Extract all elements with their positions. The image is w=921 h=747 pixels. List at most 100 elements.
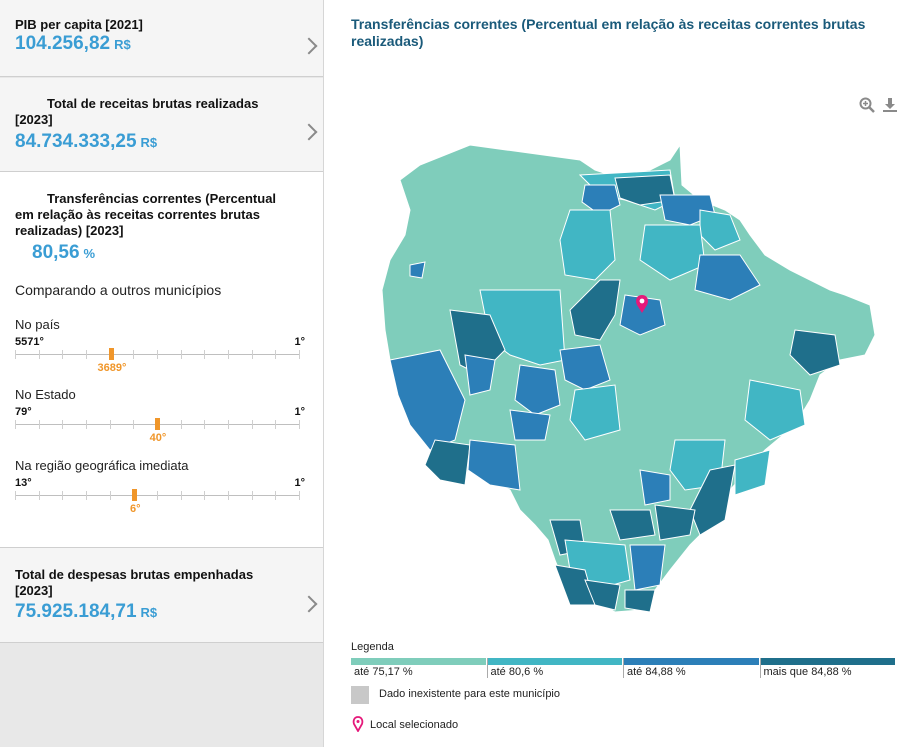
municipality-region[interactable]	[624, 589, 656, 613]
indicator-card-receitas[interactable]: Total de receitas brutas realizadas [202…	[0, 78, 323, 172]
ranking-tick	[86, 350, 87, 359]
ranking-position: 6°	[130, 503, 141, 515]
indicator-label: PIB per capita [2021]	[15, 17, 143, 32]
ranking-tick	[204, 350, 206, 359]
ranking-tick	[38, 350, 40, 359]
municipality-region[interactable]	[464, 354, 496, 396]
comparison-title: Comparando a outros municípios	[15, 282, 222, 298]
indicator-card-pib[interactable]: PIB per capita [2021] 104.256,82 R$	[0, 0, 323, 77]
indicator-value: 84.734.333,25 R$	[15, 131, 157, 153]
indicator-unit: R$	[114, 37, 131, 52]
indicator-label-line: [2023]	[15, 112, 53, 127]
ranking-first: 1°	[294, 477, 305, 489]
ranking-tick	[38, 420, 40, 429]
ranking-state: No Estado 79° 1° 40°	[15, 387, 305, 447]
ranking-first: 1°	[294, 336, 305, 348]
ranking-tick	[133, 420, 135, 429]
no-data-swatch	[351, 686, 369, 704]
municipality-region[interactable]	[569, 384, 621, 441]
indicator-label-line: em relação às receitas correntes brutas	[15, 207, 260, 222]
indicator-card-transferencias: Transferências correntes (Percentual em …	[0, 172, 323, 548]
ranking-region: Na região geográfica imediata 13° 1° 6°	[15, 458, 305, 518]
ranking-tick	[299, 420, 300, 429]
chevron-right-icon[interactable]	[300, 595, 318, 613]
ranking-country: No país 5571° 1° 3689°	[15, 317, 305, 377]
municipality-region[interactable]	[409, 261, 426, 279]
ranking-position: 3689°	[97, 362, 127, 374]
ranking-marker	[108, 348, 114, 360]
ranking-tick	[157, 350, 158, 359]
zoom-in-icon[interactable]	[859, 97, 875, 117]
ranking-tick	[180, 491, 182, 500]
municipality-region[interactable]	[584, 579, 621, 611]
indicator-card-despesas[interactable]: Total de despesas brutas empenhadas [202…	[0, 548, 323, 643]
ranking-total: 79°	[15, 406, 32, 418]
legend-label: até 75,17 %	[354, 666, 413, 678]
ranking-position: 40°	[149, 432, 167, 444]
ranking-tick	[62, 350, 64, 359]
ranking-tick	[62, 491, 64, 500]
municipality-region[interactable]	[509, 409, 551, 441]
indicator-unit: %	[83, 246, 96, 261]
chevron-right-icon[interactable]	[300, 123, 318, 141]
indicator-label-line: Total de receitas brutas realizadas	[47, 96, 259, 111]
ranking-marker	[132, 489, 138, 501]
ranking-tick	[251, 420, 253, 429]
legend-swatch	[351, 658, 486, 665]
municipality-region[interactable]	[569, 279, 621, 341]
municipality-region[interactable]	[424, 439, 471, 486]
municipality-region[interactable]	[559, 344, 611, 391]
municipality-region[interactable]	[514, 364, 561, 416]
legend-separator	[759, 658, 761, 678]
ranking-tick	[251, 491, 253, 500]
ranking-tick	[180, 350, 182, 359]
ranking-tick	[180, 420, 182, 429]
indicator-value: 75.925.184,71 R$	[15, 601, 157, 623]
ranking-tick	[15, 420, 16, 429]
location-pin-icon	[352, 716, 364, 737]
municipality-region[interactable]	[789, 329, 841, 376]
ranking-tick	[251, 350, 253, 359]
ranking-tick	[204, 420, 206, 429]
chevron-right-icon[interactable]	[300, 37, 318, 55]
indicator-unit: R$	[140, 605, 158, 620]
municipality-region[interactable]	[639, 469, 671, 506]
municipality-region[interactable]	[467, 439, 521, 491]
ranking-label: Na região geográfica imediata	[15, 458, 189, 473]
download-icon[interactable]	[882, 97, 898, 117]
ranking-label: No país	[15, 317, 60, 332]
indicator-label: Total de receitas brutas realizadas [202…	[15, 96, 258, 128]
ranking-tick	[228, 420, 229, 429]
map-title: Transferências correntes (Percentual em …	[351, 16, 866, 49]
ranking-tick	[275, 491, 277, 500]
ranking-tick	[275, 420, 277, 429]
municipality-region[interactable]	[629, 544, 666, 591]
state-choropleth-map[interactable]	[370, 140, 880, 620]
municipality-region[interactable]	[609, 509, 656, 541]
indicator-label-line: Transferências correntes (Percentual	[47, 191, 277, 206]
municipality-region[interactable]	[639, 224, 706, 281]
legend-separator	[486, 658, 488, 678]
indicator-number: 104.256,82	[15, 33, 111, 54]
ranking-tick	[15, 491, 16, 500]
indicator-number: 80,56	[32, 242, 80, 263]
ranking-total: 13°	[15, 477, 32, 489]
municipality-region[interactable]	[744, 379, 806, 441]
indicator-label-line: Total de despesas brutas empenhadas	[15, 567, 254, 582]
municipality-region[interactable]	[689, 464, 736, 536]
ranking-tick	[299, 491, 300, 500]
municipality-region[interactable]	[734, 449, 771, 496]
indicator-label: Total de despesas brutas empenhadas [202…	[15, 567, 253, 599]
indicator-value: 80,56%	[32, 242, 95, 264]
indicator-label-line: [2023]	[15, 583, 53, 598]
municipality-region[interactable]	[654, 504, 696, 541]
ranking-tick	[275, 350, 277, 359]
ranking-tick	[133, 350, 135, 359]
indicator-value: 104.256,82 R$	[15, 33, 131, 55]
municipality-region[interactable]	[694, 254, 761, 301]
municipality-region[interactable]	[559, 209, 616, 281]
municipality-region[interactable]	[619, 294, 666, 336]
legend-swatch	[624, 658, 759, 665]
ranking-tick	[15, 350, 16, 359]
ranking-tick	[228, 491, 229, 500]
